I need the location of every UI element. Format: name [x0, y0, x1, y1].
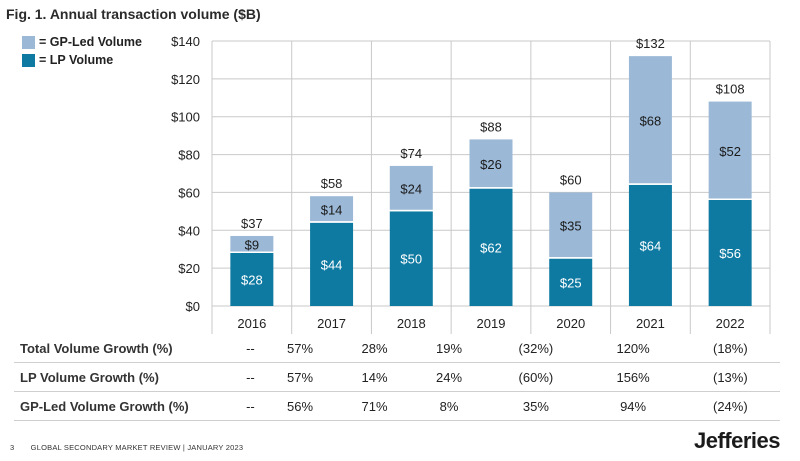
y-tick-label: $60: [178, 185, 200, 200]
x-tick-label-2016: 2016: [237, 316, 266, 331]
x-tick-label-2018: 2018: [397, 316, 426, 331]
legend-item-lp: = LP Volume: [22, 51, 142, 69]
x-tick-label-2022: 2022: [716, 316, 745, 331]
page-number: 3: [10, 443, 15, 452]
bar-total-label-2019: $88: [480, 119, 502, 134]
bar-label-lp-2021: $64: [640, 238, 662, 253]
bar-total-label-2020: $60: [560, 172, 582, 187]
growth-cell: --: [238, 391, 263, 421]
y-tick-label: $140: [171, 34, 200, 49]
bar-gp-led-2018: [389, 165, 433, 210]
growth-cell: 94%: [585, 391, 681, 421]
y-tick-label: $40: [178, 223, 200, 238]
x-tick-label-2017: 2017: [317, 316, 346, 331]
growth-cell: (13%): [680, 362, 780, 392]
growth-row-label: Total Volume Growth (%): [14, 334, 238, 363]
bar-total-label-2022: $108: [716, 82, 745, 97]
bar-lp-2020: [549, 258, 593, 306]
growth-cell: 120%: [585, 334, 681, 363]
footer: 3 GLOBAL SECONDARY MARKET REVIEW | JANUA…: [10, 443, 243, 452]
bar-total-label-2016: $37: [241, 216, 263, 231]
bar-lp-2019: [469, 188, 513, 306]
bar-gp-led-2017: [310, 196, 354, 222]
growth-cell: 57%: [262, 362, 338, 392]
bar-lp-2016: [230, 253, 274, 306]
legend-swatch-lp: [22, 53, 35, 67]
bar-total-label-2018: $74: [400, 146, 422, 161]
growth-cell: 24%: [411, 362, 487, 392]
bar-label-lp-2022: $56: [719, 246, 741, 261]
bar-gp-led-2021: [628, 56, 672, 184]
legend-item-gp-led: = GP-Led Volume: [22, 33, 142, 51]
bar-label-lp-2016: $28: [241, 273, 263, 288]
growth-cell: 156%: [585, 362, 681, 392]
x-tick-label-2021: 2021: [636, 316, 665, 331]
growth-row: Total Volume Growth (%) -- 57% 28% 19% (32%) 1…: [14, 334, 780, 363]
y-tick-label: $80: [178, 148, 200, 163]
bar-label-gp-led-2016: $9: [245, 237, 259, 252]
bar-gp-led-2019: [469, 139, 513, 188]
chart-title: Fig. 1. Annual transaction volume ($B): [6, 6, 261, 22]
x-tick-label-2020: 2020: [556, 316, 585, 331]
bar-gp-led-2020: [549, 192, 593, 258]
growth-row: LP Volume Growth (%) -- 57% 14% 24% (60%) 156%…: [14, 362, 780, 392]
growth-cell: 28%: [337, 334, 412, 363]
bar-label-gp-led-2020: $35: [560, 219, 582, 234]
growth-row: GP-Led Volume Growth (%) -- 56% 71% 8% 35% 94%…: [14, 391, 780, 421]
bar-label-gp-led-2022: $52: [719, 144, 741, 159]
growth-cell: 14%: [337, 362, 412, 392]
growth-cell: (24%): [680, 391, 780, 421]
growth-cell: 71%: [337, 391, 412, 421]
bar-lp-2022: [708, 200, 752, 306]
growth-cell: 8%: [411, 391, 487, 421]
footer-text: GLOBAL SECONDARY MARKET REVIEW | JANUARY…: [30, 443, 244, 452]
bar-label-gp-led-2019: $26: [480, 157, 502, 172]
bar-gp-led-2016: [230, 235, 274, 252]
bar-lp-2017: [310, 222, 354, 306]
growth-table: Total Volume Growth (%) -- 57% 28% 19% (32%) 1…: [14, 334, 780, 421]
growth-cell: --: [238, 334, 263, 363]
growth-cell: --: [238, 362, 263, 392]
jefferies-logo: Jefferies: [693, 428, 781, 453]
legend-label-lp: = LP Volume: [39, 53, 114, 67]
x-tick-label-2019: 2019: [477, 316, 506, 331]
growth-cell: (32%): [486, 334, 586, 363]
stacked-bar-chart: $0 $20 $40 $60 $80 $100 $120 $140 $28 $9 $37 2016 $4…: [171, 34, 771, 334]
growth-row-label: GP-Led Volume Growth (%): [14, 391, 238, 421]
growth-cell: 56%: [262, 391, 338, 421]
bar-label-lp-2017: $44: [321, 257, 343, 272]
bar-lp-2021: [628, 184, 672, 306]
y-tick-label: $100: [171, 110, 200, 125]
legend-label-gp-led: = GP-Led Volume: [39, 35, 142, 49]
bar-gp-led-2022: [708, 101, 752, 199]
bar-total-label-2021: $132: [636, 36, 665, 51]
growth-row-label: LP Volume Growth (%): [14, 362, 238, 392]
y-tick-label: $0: [186, 299, 200, 314]
bar-label-gp-led-2018: $24: [400, 182, 422, 197]
chart-legend: = GP-Led Volume = LP Volume: [22, 33, 142, 69]
growth-cell: (18%): [680, 334, 780, 363]
bar-label-gp-led-2021: $68: [640, 114, 662, 129]
y-tick-label: $120: [171, 72, 200, 87]
growth-cell: 19%: [411, 334, 487, 363]
growth-cell: 35%: [486, 391, 586, 421]
y-tick-label: $20: [178, 261, 200, 276]
bar-label-lp-2018: $50: [400, 252, 422, 267]
bar-label-lp-2020: $25: [560, 275, 582, 290]
growth-cell: 57%: [262, 334, 338, 363]
growth-cell: (60%): [486, 362, 586, 392]
bar-lp-2018: [389, 211, 433, 306]
bar-label-lp-2019: $62: [480, 240, 502, 255]
legend-swatch-gp-led: [22, 35, 35, 49]
bar-total-label-2017: $58: [321, 176, 343, 191]
bar-label-gp-led-2017: $14: [321, 202, 343, 217]
